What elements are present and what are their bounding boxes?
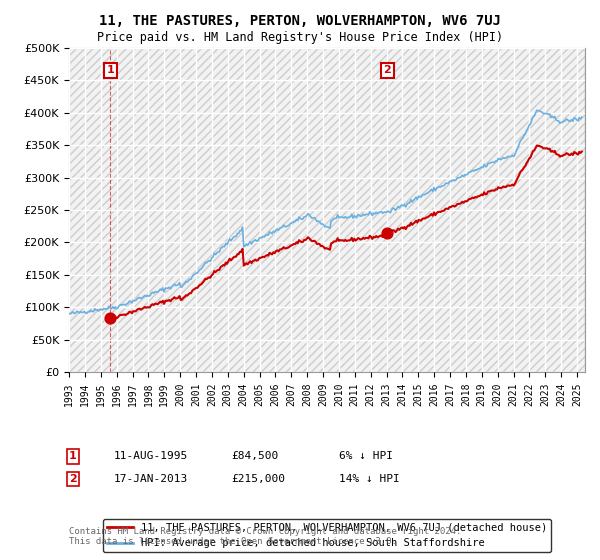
Text: 11-AUG-1995: 11-AUG-1995 xyxy=(114,451,188,461)
Text: 2: 2 xyxy=(383,66,391,76)
Point xyxy=(383,228,392,237)
Text: 11, THE PASTURES, PERTON, WOLVERHAMPTON, WV6 7UJ: 11, THE PASTURES, PERTON, WOLVERHAMPTON,… xyxy=(99,14,501,28)
Text: 6% ↓ HPI: 6% ↓ HPI xyxy=(339,451,393,461)
Text: Price paid vs. HM Land Registry's House Price Index (HPI): Price paid vs. HM Land Registry's House … xyxy=(97,31,503,44)
Text: £84,500: £84,500 xyxy=(231,451,278,461)
Point xyxy=(106,313,115,322)
Text: 1: 1 xyxy=(106,66,114,76)
Text: 17-JAN-2013: 17-JAN-2013 xyxy=(114,474,188,484)
Text: 14% ↓ HPI: 14% ↓ HPI xyxy=(339,474,400,484)
Text: 1: 1 xyxy=(69,451,77,461)
Text: £215,000: £215,000 xyxy=(231,474,285,484)
Text: 2: 2 xyxy=(69,474,77,484)
Text: Contains HM Land Registry data © Crown copyright and database right 2024.
This d: Contains HM Land Registry data © Crown c… xyxy=(69,526,461,546)
Legend: 11, THE PASTURES, PERTON, WOLVERHAMPTON, WV6 7UJ (detached house), HPI: Average : 11, THE PASTURES, PERTON, WOLVERHAMPTON,… xyxy=(103,519,551,552)
